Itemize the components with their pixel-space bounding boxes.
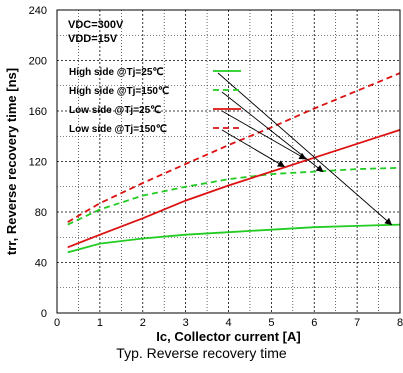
legend-label: Low side @Tj=150℃ xyxy=(69,124,167,135)
y-tick-label: 80 xyxy=(35,207,47,219)
y-tick-label: 120 xyxy=(29,157,47,169)
legend-label: High side @Tj=150℃ xyxy=(69,86,169,97)
x-tick-label: 0 xyxy=(54,317,60,329)
chart-caption: Typ. Reverse recovery time xyxy=(116,345,287,361)
series-line-2 xyxy=(67,166,401,226)
x-tick-label: 8 xyxy=(397,317,403,329)
x-tick-label: 1 xyxy=(97,317,103,329)
y-tick-label: 160 xyxy=(29,106,47,118)
condition-label: VDD=15V xyxy=(68,33,118,45)
data-series xyxy=(67,72,401,254)
y-axis-label: trr, Reverse recovery time [ns] xyxy=(4,68,19,255)
x-tick-label: 6 xyxy=(311,317,317,329)
legend: High side @Tj=25℃ High side @Tj=150℃ Low s… xyxy=(69,67,241,135)
y-tick-label: 240 xyxy=(29,5,47,17)
x-axis-label: Ic, Collector current [A] xyxy=(156,329,300,344)
plot-frame xyxy=(56,9,401,314)
series-line-4 xyxy=(67,72,401,223)
x-tick-label: 2 xyxy=(140,317,146,329)
series-line-3 xyxy=(67,129,401,249)
condition-label: VDC=300V xyxy=(68,19,124,31)
x-tick-label: 7 xyxy=(354,317,360,329)
legend-arrow xyxy=(221,129,286,168)
x-tick-label: 4 xyxy=(225,317,231,329)
y-tick-label: 40 xyxy=(35,258,47,270)
test-conditions: VDC=300V VDD=15V xyxy=(68,19,124,45)
legend-label: High side @Tj=25℃ xyxy=(69,67,164,78)
legend-arrows xyxy=(217,72,393,226)
series-line-1 xyxy=(67,223,401,254)
y-tick-label: 200 xyxy=(29,56,47,68)
grid xyxy=(56,9,401,314)
legend-arrow xyxy=(221,110,307,160)
x-tick-label: 3 xyxy=(183,317,189,329)
y-tick-label: 0 xyxy=(41,308,47,320)
x-tick-label: 5 xyxy=(268,317,274,329)
legend-arrow xyxy=(217,72,393,226)
legend-label: Low side @Tj=25℃ xyxy=(69,105,161,116)
